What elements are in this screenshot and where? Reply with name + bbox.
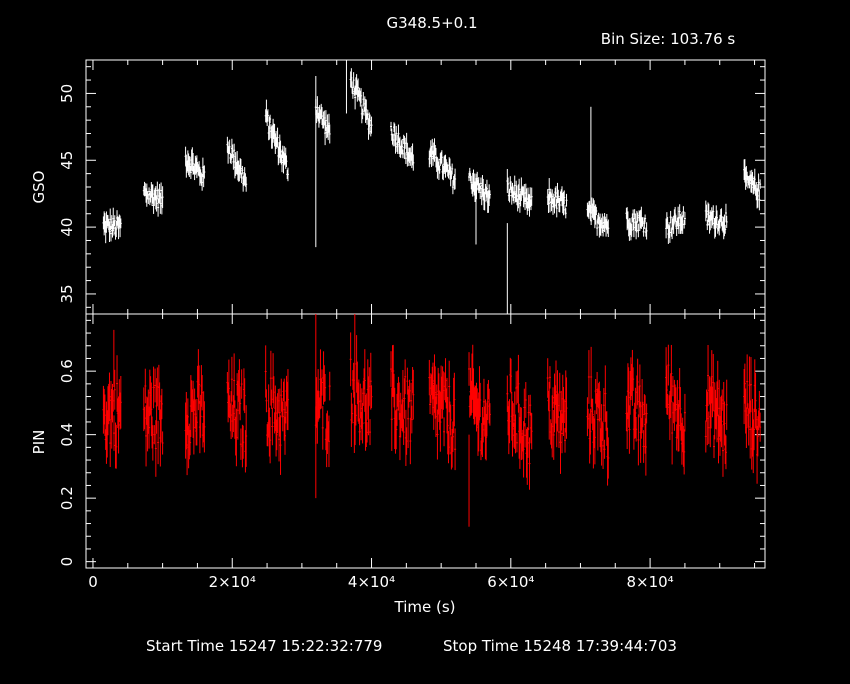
pin-frame bbox=[85, 313, 766, 569]
pin-ytick-label: 0.6 bbox=[58, 359, 76, 383]
gso-axis-label: GSO bbox=[30, 171, 48, 204]
stop-time-label: Stop Time bbox=[443, 637, 519, 655]
bin-size-text: Bin Size: 103.76 s bbox=[601, 30, 736, 48]
pin-ytick-label: 0 bbox=[58, 557, 76, 567]
x-axis-label: Time (s) bbox=[394, 598, 456, 616]
gso-ytick-label: 45 bbox=[58, 151, 76, 170]
x-tick-label: 2×10⁴ bbox=[209, 573, 256, 591]
x-tick-label: 0 bbox=[88, 573, 98, 591]
stop-time-value: 15248 17:39:44:703 bbox=[523, 637, 677, 655]
x-tick-label: 6×10⁴ bbox=[487, 573, 534, 591]
start-time-label: Start Time bbox=[146, 637, 224, 655]
pin-axis-label: PIN bbox=[30, 430, 48, 455]
gso-frame bbox=[85, 59, 766, 315]
bin-size-label: Bin Size: bbox=[601, 30, 666, 48]
gso-ytick-label: 40 bbox=[58, 218, 76, 237]
pin-ytick-label: 0.4 bbox=[58, 423, 76, 447]
stop-time-text: Stop Time 15248 17:39:44:703 bbox=[443, 637, 677, 655]
bin-size-value: 103.76 s bbox=[670, 30, 735, 48]
gso-ytick-label: 50 bbox=[58, 84, 76, 103]
x-tick-label: 4×10⁴ bbox=[348, 573, 395, 591]
chart-title: G348.5+0.1 bbox=[387, 14, 478, 32]
start-time-text: Start Time 15247 15:22:32:779 bbox=[146, 637, 382, 655]
x-tick-label: 8×10⁴ bbox=[626, 573, 673, 591]
start-time-value: 15247 15:22:32:779 bbox=[229, 637, 383, 655]
pin-ytick-label: 0.2 bbox=[58, 486, 76, 510]
gso-ytick-label: 35 bbox=[58, 284, 76, 303]
